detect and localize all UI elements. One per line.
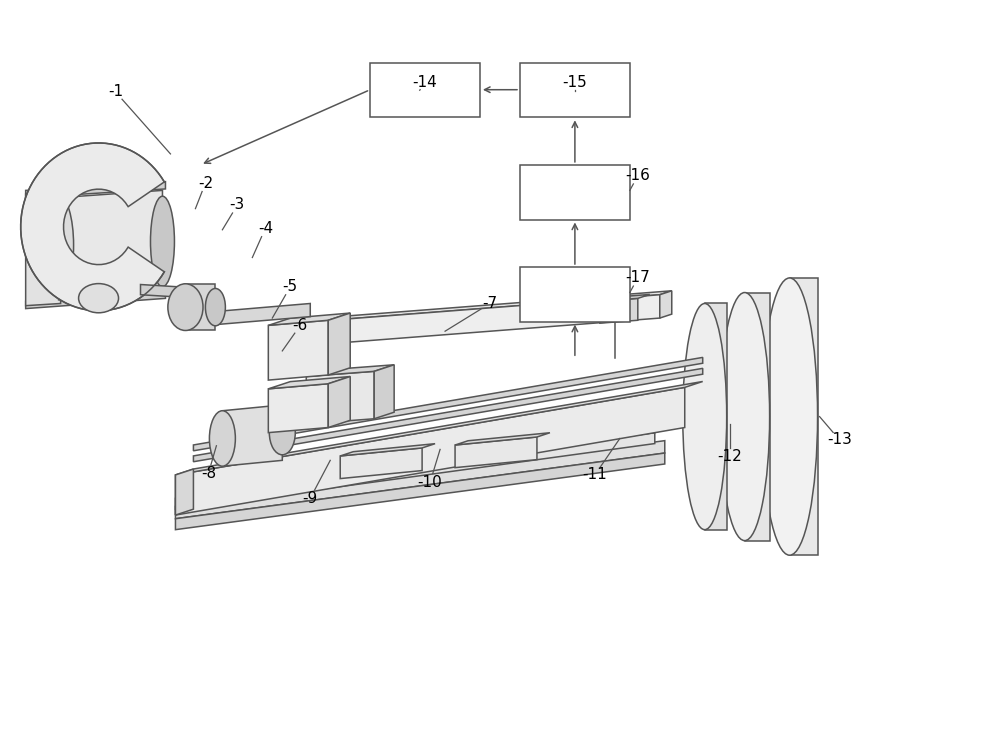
Text: -7: -7: [482, 296, 498, 311]
Polygon shape: [175, 382, 703, 475]
Ellipse shape: [205, 289, 225, 326]
Text: -17: -17: [625, 270, 650, 285]
Text: -15: -15: [563, 75, 587, 90]
Text: -14: -14: [413, 75, 437, 90]
Text: -6: -6: [293, 318, 308, 333]
Text: -10: -10: [418, 474, 442, 490]
Polygon shape: [600, 298, 638, 323]
Text: -12: -12: [717, 450, 742, 464]
Polygon shape: [185, 284, 215, 330]
Text: -16: -16: [625, 168, 650, 183]
Bar: [520, 165, 630, 219]
Polygon shape: [26, 189, 73, 194]
Polygon shape: [328, 313, 350, 375]
Polygon shape: [175, 469, 193, 515]
Polygon shape: [215, 303, 310, 325]
Polygon shape: [268, 376, 350, 389]
Polygon shape: [268, 384, 328, 433]
Ellipse shape: [313, 391, 323, 401]
Bar: [520, 267, 630, 322]
Bar: [370, 63, 480, 118]
Text: -5: -5: [283, 279, 298, 294]
Ellipse shape: [209, 411, 235, 466]
Ellipse shape: [44, 195, 74, 295]
Polygon shape: [193, 368, 703, 462]
Polygon shape: [175, 387, 685, 515]
Text: -4: -4: [258, 221, 273, 236]
Polygon shape: [340, 444, 435, 456]
Text: -3: -3: [230, 197, 245, 213]
Polygon shape: [193, 357, 703, 451]
Polygon shape: [59, 190, 162, 300]
Polygon shape: [222, 405, 282, 466]
Ellipse shape: [150, 196, 174, 287]
Ellipse shape: [762, 278, 818, 556]
Polygon shape: [790, 278, 818, 556]
Ellipse shape: [168, 284, 203, 330]
Polygon shape: [330, 295, 660, 344]
Text: -11: -11: [582, 467, 607, 482]
Polygon shape: [141, 284, 188, 298]
Polygon shape: [175, 428, 670, 499]
Polygon shape: [328, 376, 350, 428]
Polygon shape: [330, 291, 672, 320]
Polygon shape: [175, 433, 655, 510]
Polygon shape: [175, 441, 665, 519]
Polygon shape: [268, 320, 328, 380]
Text: -2: -2: [198, 175, 213, 191]
Polygon shape: [26, 181, 165, 197]
Text: -13: -13: [827, 433, 852, 447]
Polygon shape: [306, 365, 394, 376]
Polygon shape: [21, 143, 164, 311]
Ellipse shape: [720, 292, 770, 541]
Polygon shape: [268, 313, 350, 325]
Polygon shape: [455, 437, 537, 468]
Polygon shape: [455, 433, 550, 445]
Text: -8: -8: [201, 466, 216, 481]
Bar: [520, 63, 630, 118]
Ellipse shape: [683, 303, 727, 530]
Polygon shape: [26, 192, 61, 306]
Polygon shape: [306, 371, 374, 424]
Polygon shape: [660, 291, 672, 318]
Polygon shape: [175, 453, 665, 530]
Polygon shape: [374, 365, 394, 419]
Polygon shape: [600, 295, 650, 301]
Ellipse shape: [79, 284, 119, 313]
Polygon shape: [705, 303, 727, 530]
Polygon shape: [26, 291, 165, 308]
Ellipse shape: [269, 410, 295, 455]
Text: -9: -9: [303, 491, 318, 506]
Text: -1: -1: [108, 84, 123, 99]
Polygon shape: [340, 448, 422, 479]
Polygon shape: [745, 292, 770, 541]
